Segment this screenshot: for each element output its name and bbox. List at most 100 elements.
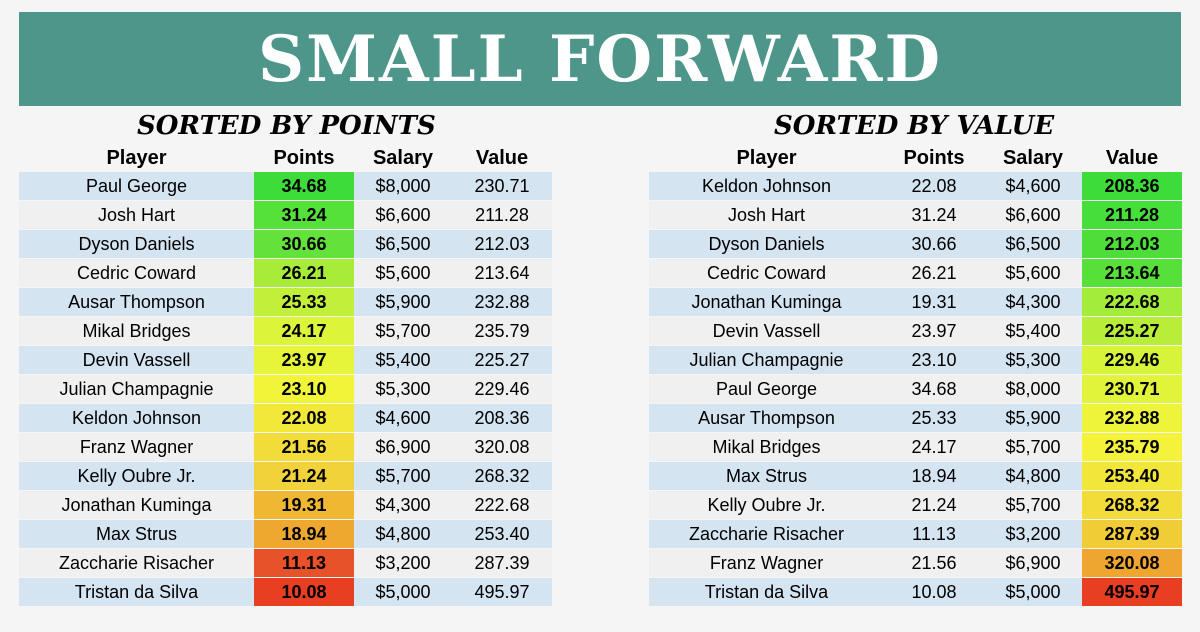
cell-value: 208.36 <box>474 408 530 428</box>
cell-player: Zaccharie Risacher <box>58 553 215 573</box>
cell-points: 26.21 <box>911 263 957 283</box>
table-row: Josh Hart 31.24 $6,600 211.28 <box>649 201 1182 230</box>
table-header: Player Points Salary Value <box>649 144 1182 172</box>
cell-points: 10.08 <box>254 578 354 606</box>
table-row: Cedric Coward 26.21 $5,600 213.64 <box>649 259 1182 288</box>
cell-salary: $4,300 <box>1005 292 1061 312</box>
table-row: Julian Champagnie 23.10 $5,300 229.46 <box>649 346 1182 375</box>
cell-player: Zaccharie Risacher <box>688 524 845 544</box>
cell-value: 495.97 <box>474 582 530 602</box>
column-header-salary: Salary <box>1002 147 1064 169</box>
cell-player: Tristan da Silva <box>704 582 829 602</box>
table-title: SORTED BY VALUE <box>774 111 1055 141</box>
cell-salary: $5,700 <box>375 321 431 341</box>
cell-player: Franz Wagner <box>709 553 824 573</box>
cell-points: 18.94 <box>254 520 354 548</box>
cell-salary: $6,900 <box>375 437 431 457</box>
cell-player: Cedric Coward <box>706 263 827 283</box>
cell-value: 213.64 <box>1082 259 1182 287</box>
cell-player: Franz Wagner <box>79 437 194 457</box>
table-row: Devin Vassell 23.97 $5,400 225.27 <box>649 317 1182 346</box>
cell-value: 213.64 <box>474 263 530 283</box>
table-row: Mikal Bridges 24.17 $5,700 235.79 <box>19 317 552 346</box>
table-row: Ausar Thompson 25.33 $5,900 232.88 <box>649 404 1182 433</box>
cell-value: 495.97 <box>1082 578 1182 606</box>
cell-value: 235.79 <box>474 321 530 341</box>
table-row: Jonathan Kuminga 19.31 $4,300 222.68 <box>649 288 1182 317</box>
table-row: Tristan da Silva 10.08 $5,000 495.97 <box>19 578 552 607</box>
table-row: Franz Wagner 21.56 $6,900 320.08 <box>19 433 552 462</box>
cell-player: Dyson Daniels <box>708 234 825 254</box>
table-row: Josh Hart 31.24 $6,600 211.28 <box>19 201 552 230</box>
cell-player: Max Strus <box>725 466 808 486</box>
table-row: Dyson Daniels 30.66 $6,500 212.03 <box>649 230 1182 259</box>
cell-player: Devin Vassell <box>712 321 821 341</box>
cell-value: 211.28 <box>1082 201 1182 229</box>
cell-value: 268.32 <box>474 466 530 486</box>
cell-value: 212.03 <box>474 234 530 254</box>
column-header-player: Player <box>736 147 797 169</box>
table-row: Devin Vassell 23.97 $5,400 225.27 <box>19 346 552 375</box>
cell-points: 24.17 <box>911 437 957 457</box>
cell-points: 22.08 <box>911 176 957 196</box>
cell-salary: $5,900 <box>375 292 431 312</box>
cell-value: 222.68 <box>474 495 530 515</box>
page-title: SMALL FORWARD <box>257 21 943 97</box>
cell-salary: $5,600 <box>375 263 431 283</box>
cell-salary: $5,700 <box>1005 437 1061 457</box>
cell-value: 253.40 <box>1082 462 1182 490</box>
cell-player: Kelly Oubre Jr. <box>77 466 196 486</box>
table-row: Paul George 34.68 $8,000 230.71 <box>19 172 552 201</box>
cell-value: 287.39 <box>474 553 530 573</box>
cell-salary: $5,400 <box>375 350 431 370</box>
column-header-points: Points <box>273 147 335 169</box>
cell-points: 10.08 <box>911 582 957 602</box>
cell-salary: $5,700 <box>1005 495 1061 515</box>
table-row: Tristan da Silva 10.08 $5,000 495.97 <box>649 578 1182 607</box>
cell-salary: $5,000 <box>1005 582 1061 602</box>
cell-value: 208.36 <box>1082 172 1182 200</box>
cell-player: Tristan da Silva <box>74 582 199 602</box>
cell-points: 34.68 <box>254 172 354 200</box>
cell-salary: $4,300 <box>375 495 431 515</box>
cell-points: 25.33 <box>911 408 957 428</box>
cell-value: 287.39 <box>1082 520 1182 548</box>
table-row: Kelly Oubre Jr. 21.24 $5,700 268.32 <box>19 462 552 491</box>
table-title: SORTED BY POINTS <box>137 111 436 141</box>
cell-salary: $5,300 <box>375 379 431 399</box>
cell-points: 30.66 <box>254 230 354 258</box>
cell-salary: $3,200 <box>375 553 431 573</box>
cell-points: 11.13 <box>912 524 956 544</box>
cell-value: 211.28 <box>475 205 529 225</box>
cell-points: 31.24 <box>911 205 957 225</box>
table-row: Cedric Coward 26.21 $5,600 213.64 <box>19 259 552 288</box>
cell-salary: $5,900 <box>1005 408 1061 428</box>
cell-points: 26.21 <box>254 259 354 287</box>
table-row: Julian Champagnie 23.10 $5,300 229.46 <box>19 375 552 404</box>
cell-points: 21.24 <box>254 462 354 490</box>
cell-points: 34.68 <box>911 379 957 399</box>
cell-salary: $3,200 <box>1005 524 1061 544</box>
cell-salary: $5,400 <box>1005 321 1061 341</box>
cell-salary: $6,600 <box>1005 205 1061 225</box>
cell-player: Julian Champagnie <box>59 379 214 399</box>
cell-player: Keldon Johnson <box>701 176 832 196</box>
cell-player: Josh Hart <box>727 205 806 225</box>
table-row: Ausar Thompson 25.33 $5,900 232.88 <box>19 288 552 317</box>
table-row: Keldon Johnson 22.08 $4,600 208.36 <box>19 404 552 433</box>
cell-points: 23.10 <box>911 350 957 370</box>
cell-points: 21.56 <box>911 553 957 573</box>
table-row: Jonathan Kuminga 19.31 $4,300 222.68 <box>19 491 552 520</box>
cell-salary: $6,600 <box>375 205 431 225</box>
cell-value: 235.79 <box>1082 433 1182 461</box>
cell-points: 24.17 <box>254 317 354 345</box>
cell-points: 19.31 <box>254 491 354 519</box>
cell-salary: $5,300 <box>1005 350 1061 370</box>
cell-value: 232.88 <box>1082 404 1182 432</box>
column-header-salary: Salary <box>372 147 434 169</box>
column-header-value: Value <box>475 147 529 169</box>
cell-salary: $5,000 <box>375 582 431 602</box>
cell-value: 229.46 <box>474 379 530 399</box>
table-sorted-by-points: SORTED BY POINTS Player Points Salary Va… <box>19 108 552 607</box>
table-body: Keldon Johnson 22.08 $4,600 208.36 Josh Hart… <box>649 172 1182 607</box>
